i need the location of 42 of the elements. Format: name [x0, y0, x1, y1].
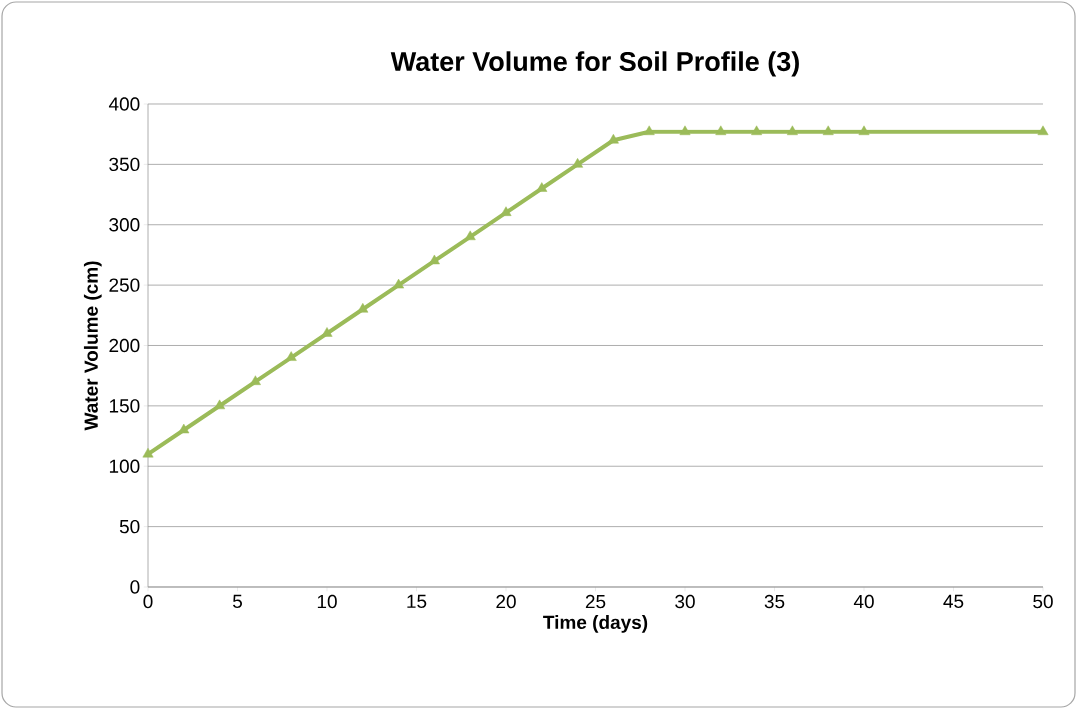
- y-tick-label: 0: [130, 580, 140, 594]
- x-tick-label: 35: [764, 594, 785, 609]
- point: [786, 125, 798, 136]
- point: [393, 278, 405, 289]
- point: [321, 327, 333, 337]
- y-tick-label: 50: [119, 519, 140, 534]
- point: [858, 125, 870, 136]
- y-tick-label: 100: [109, 459, 140, 473]
- point: [500, 206, 512, 216]
- point: [464, 230, 476, 241]
- point: [715, 125, 727, 136]
- x-tick-label: 40: [853, 594, 874, 609]
- y-tick-label: 200: [109, 338, 140, 353]
- point: [357, 303, 369, 313]
- x-axis-title: Time (days): [543, 615, 648, 633]
- chart-title: Water Volume for Soil Profile (3): [390, 51, 799, 77]
- point: [142, 447, 154, 458]
- point: [214, 399, 226, 410]
- point: [285, 351, 297, 361]
- point: [751, 125, 763, 136]
- point: [1037, 125, 1049, 136]
- point: [536, 182, 548, 192]
- y-tick-label: 300: [109, 218, 140, 232]
- y-tick-label: 250: [109, 278, 140, 292]
- point: [679, 125, 691, 136]
- x-tick-label: 45: [943, 594, 964, 609]
- x-tick-label: 5: [232, 594, 242, 609]
- x-tick-label: 30: [675, 594, 695, 609]
- x-tick-label: 0: [143, 594, 153, 609]
- point: [822, 125, 834, 136]
- point: [178, 423, 190, 434]
- x-tick-label: 10: [317, 594, 337, 609]
- y-axis-title: Water Volume (cm): [83, 261, 102, 431]
- x-tick-label: 20: [496, 594, 516, 609]
- y-tick-label: 400: [108, 97, 140, 111]
- x-tick-label: 15: [407, 594, 427, 609]
- y-tick-label: 150: [109, 399, 140, 413]
- point: [572, 158, 584, 168]
- point: [643, 125, 655, 136]
- x-tick-label: 50: [1033, 594, 1053, 609]
- x-tick-label: 25: [585, 594, 606, 609]
- y-tick-label: 350: [109, 157, 140, 172]
